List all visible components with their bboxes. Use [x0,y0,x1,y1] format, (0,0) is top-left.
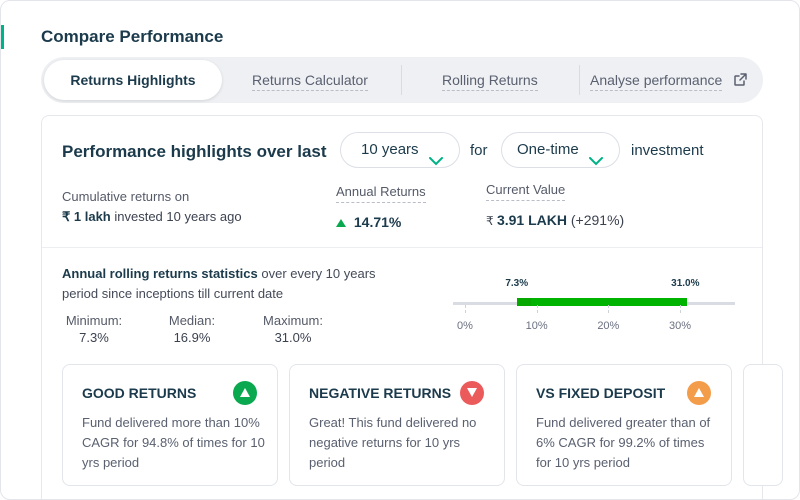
highlights-title: Performance highlights over last [62,142,327,161]
card-description: Great! This fund delivered no negative r… [309,415,477,470]
card-description: Fund delivered more than 10% CAGR for 94… [82,415,265,470]
section-title: Compare Performance [41,27,224,46]
median-value: 16.9% [173,330,211,345]
range-max-label: 31.0% [671,278,700,289]
maximum-label: Maximum: [263,313,323,328]
chevron-down-icon [429,145,443,179]
axis-tick [608,305,610,313]
median-label: Median: [168,313,216,328]
annual-returns-label-text: Annual Returns [336,184,426,203]
axis-tick [465,305,466,313]
current-value-label-text: Current Value [486,182,566,201]
cumulative-rest: invested 10 years ago [110,209,242,224]
card-description: Fund delivered greater than of 6% CAGR f… [536,415,711,470]
rolling-stats-rest: over every 10 years period since incepti… [62,266,376,301]
tab-divider [401,65,402,95]
current-value-change: (+291%) [567,212,625,228]
tab-returns-highlights[interactable]: Returns Highlights [44,60,222,100]
up-triangle-icon [233,381,257,405]
cumulative-value: ₹ 1 lakh invested 10 years ago [62,209,242,225]
tab-bar: Returns Highlights Returns Calculator Ro… [41,57,763,103]
down-triangle-icon [460,381,484,405]
card-title: GOOD RETURNS [82,385,197,401]
section-divider [42,247,762,248]
period-select[interactable]: 10 years [340,132,460,168]
section-accent-bar [1,25,4,49]
investment-type-value: One-time [517,141,579,158]
tab-label: Returns Calculator [252,72,368,91]
annual-returns-label: Annual Returns [336,184,426,203]
range-fill-start [517,298,532,306]
cumulative-amount: ₹ 1 lakh [62,209,111,224]
annual-returns-value: 14.71% [336,214,401,230]
axis-tick [680,305,681,313]
minimum-label: Minimum: [65,313,123,328]
for-label: for [470,142,488,159]
performance-card: Performance highlights over last 10 year… [41,115,783,499]
period-select-value: 10 years [361,141,419,158]
axis-tick-label: 0% [457,320,473,332]
axis-tick-label: 20% [597,320,620,332]
rolling-range-bar: 7.3% 31.0% 0% 10% 20% 30% [453,276,735,336]
vs-fixed-deposit-card: VS FIXED DEPOSIT Fund delivered greater … [516,364,732,486]
negative-returns-card: NEGATIVE RETURNS Great! This fund delive… [289,364,505,486]
chevron-down-icon [589,145,603,179]
range-fill [517,298,688,306]
up-triangle-icon [687,381,711,405]
rupee-prefix: ₹ [486,214,497,228]
range-min-label: 7.3% [505,278,529,289]
tab-divider [579,65,580,95]
tab-returns-calculator[interactable]: Returns Calculator [252,57,368,103]
tab-label: Analyse performance [590,72,723,91]
investment-type-select[interactable]: One-time [501,132,620,168]
cumulative-label: Cumulative returns on [62,189,190,204]
current-value-label: Current Value [486,182,566,201]
rolling-stats-bold: Annual rolling returns statistics [62,266,258,281]
annual-returns-number: 14.71% [353,214,402,230]
axis-tick-label: 10% [525,320,548,332]
axis-tick [536,305,538,313]
tab-rolling-returns[interactable]: Rolling Returns [442,57,538,103]
maximum-value: 31.0% [274,330,312,345]
card-title: VS FIXED DEPOSIT [536,385,666,401]
axis-tick-label: 30% [668,320,692,332]
card-title: NEGATIVE RETURNS [309,385,452,401]
up-triangle-icon [336,214,346,230]
rolling-stats-description: Annual rolling returns statistics over e… [62,264,402,304]
good-returns-card: GOOD RETURNS Fund delivered more than 10… [62,364,278,486]
next-card-partial [743,364,783,486]
tab-analyse-performance[interactable]: Analyse performance [590,57,747,103]
investment-label: investment [631,142,704,159]
current-value: ₹ 3.91 LAKH (+291%) [486,212,624,228]
minimum-value: 7.3% [79,330,109,345]
external-link-icon [734,58,747,104]
current-value-amount: 3.91 LAKH [496,212,567,228]
tab-label: Rolling Returns [442,72,538,91]
